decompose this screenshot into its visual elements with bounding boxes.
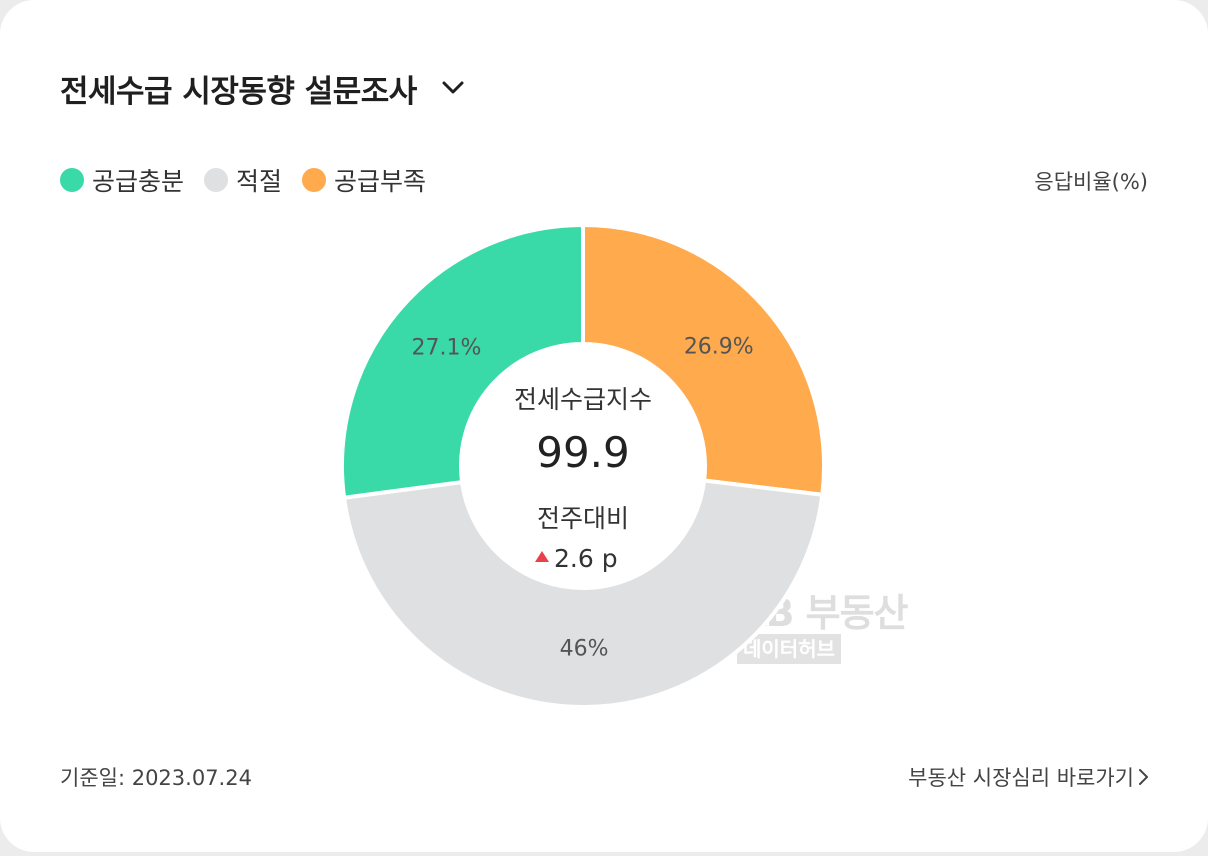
center-change-value: 2.6 p bbox=[554, 544, 618, 573]
legend-item-appropriate: 적절 bbox=[204, 162, 282, 198]
legend-item-supply-shortage: 공급부족 bbox=[302, 162, 426, 198]
legend-item-supply-sufficient: 공급충분 bbox=[60, 162, 184, 198]
legend-dot bbox=[204, 168, 229, 192]
legend-label: 공급부족 bbox=[334, 167, 427, 196]
center-change-label: 전주대비 bbox=[537, 504, 629, 533]
donut-slice[interactable] bbox=[581, 222, 826, 497]
center-title: 전세수급지수 bbox=[514, 385, 652, 414]
donut-slice[interactable] bbox=[340, 222, 585, 500]
watermark-sub: 데이터허브 bbox=[737, 634, 841, 664]
chart-legend: 공급충분 적절 공급부족 bbox=[60, 162, 446, 198]
donut-slice[interactable] bbox=[341, 478, 825, 709]
title-dropdown-button[interactable] bbox=[439, 74, 467, 102]
legend-label: 적절 bbox=[236, 167, 283, 196]
market-sentiment-link[interactable]: 부동산 시장심리 바로가기 bbox=[908, 762, 1150, 792]
reference-date: 기준일: 2023.07.24 bbox=[60, 766, 252, 790]
page-title: 전세수급 시장동향 설문조사 bbox=[60, 73, 417, 110]
triangle-up-icon bbox=[535, 551, 549, 562]
donut-slice-labels: 26.9% 46% 27.1% bbox=[412, 335, 754, 662]
slice-value-label: 46% bbox=[560, 636, 609, 661]
slice-value-label: 27.1% bbox=[412, 335, 482, 360]
center-value: 99.9 bbox=[536, 428, 630, 477]
chevron-right-icon bbox=[1139, 769, 1148, 785]
slice-value-label: 26.9% bbox=[684, 335, 754, 360]
unit-label: 응답비율(%) bbox=[1034, 170, 1148, 194]
card-header: 전세수급 시장동향 설문조사 bbox=[60, 64, 467, 112]
chevron-down-icon bbox=[442, 81, 464, 94]
legend-dot bbox=[302, 168, 327, 192]
legend-dot bbox=[60, 168, 84, 192]
legend-label: 공급충분 bbox=[92, 167, 185, 196]
market-sentiment-link-label: 부동산 시장심리 바로가기 bbox=[908, 766, 1134, 790]
donut-slices bbox=[340, 222, 826, 709]
